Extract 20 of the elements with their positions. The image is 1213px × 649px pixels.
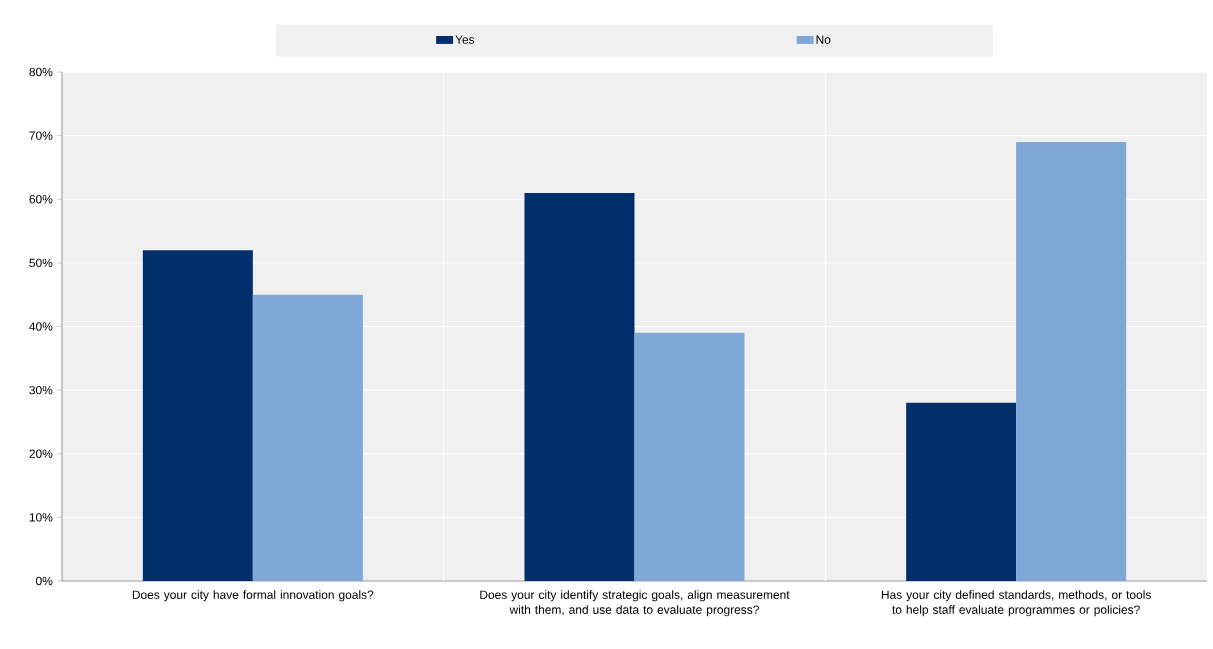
bar — [142, 250, 253, 581]
x-tick-label: Has your city defined standards, methods, or tools to help staff evaluate programmes or policies? — [881, 590, 1151, 617]
x-tick-label: Does your city identify strategic goals, align measurement with them, and use data to evaluate progress? — [480, 590, 790, 617]
legend-label: No — [816, 35, 831, 44]
bar — [634, 332, 745, 581]
y-tick-label: 20% — [29, 449, 53, 458]
y-tick-label: 80% — [29, 67, 53, 77]
y-tick-label: 30% — [29, 385, 53, 395]
x-tick-label: Does your city have formal innovation goals? — [132, 590, 374, 602]
y-tick-label: 40% — [29, 322, 53, 331]
y-tick-label: 10% — [29, 513, 53, 522]
y-tick-label: 0% — [36, 576, 53, 586]
y-tick-label: 70% — [29, 131, 53, 140]
y-tick-label: 60% — [29, 195, 53, 204]
legend-label: Yes — [455, 35, 475, 44]
bar — [1016, 141, 1127, 581]
bar — [524, 192, 635, 581]
y-tick-label: 50% — [29, 258, 53, 268]
bar — [252, 294, 363, 581]
bar — [906, 402, 1017, 581]
